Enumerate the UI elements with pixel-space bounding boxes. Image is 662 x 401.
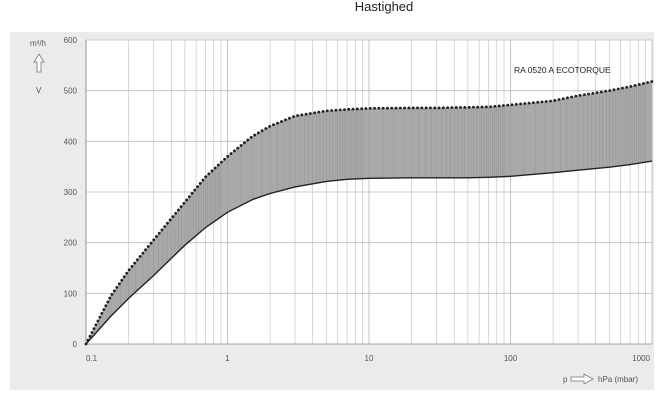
y-tick-label: 500 [64,87,78,96]
x-axis-unit: hPa (mbar) [598,375,638,384]
y-tick-label: 400 [64,137,78,146]
y-tick-label: 100 [64,289,78,298]
x-tick-label: 100 [504,354,518,363]
x-tick-label: 10 [365,354,374,363]
right-arrow-icon [570,373,594,385]
y-tick-label: 300 [64,188,78,197]
curve-lines [84,80,654,346]
x-tick-labels: 0.1 1 10 100 1000 [86,354,651,363]
y-tick-label: 0 [73,340,78,349]
curve-annotation: RA 0520 A ECOTORQUE [514,65,611,75]
y-tick-label: 200 [64,239,78,248]
x-tick-label: 1000 [632,354,650,363]
band-area [86,81,652,344]
lower-curve [85,160,653,345]
y-tick-labels: 0 100 200 300 400 500 600 [64,36,78,349]
chart-title: Hastighed [355,0,414,14]
up-arrow-icon [33,53,45,73]
x-tick-label: 0.1 [86,354,98,363]
y-axis-variable: V [36,86,42,95]
x-tick-label: 1 [225,354,230,363]
y-tick-label: 600 [64,36,78,45]
y-axis-unit: m³/h [30,39,46,48]
x-axis-label: p [563,375,568,384]
